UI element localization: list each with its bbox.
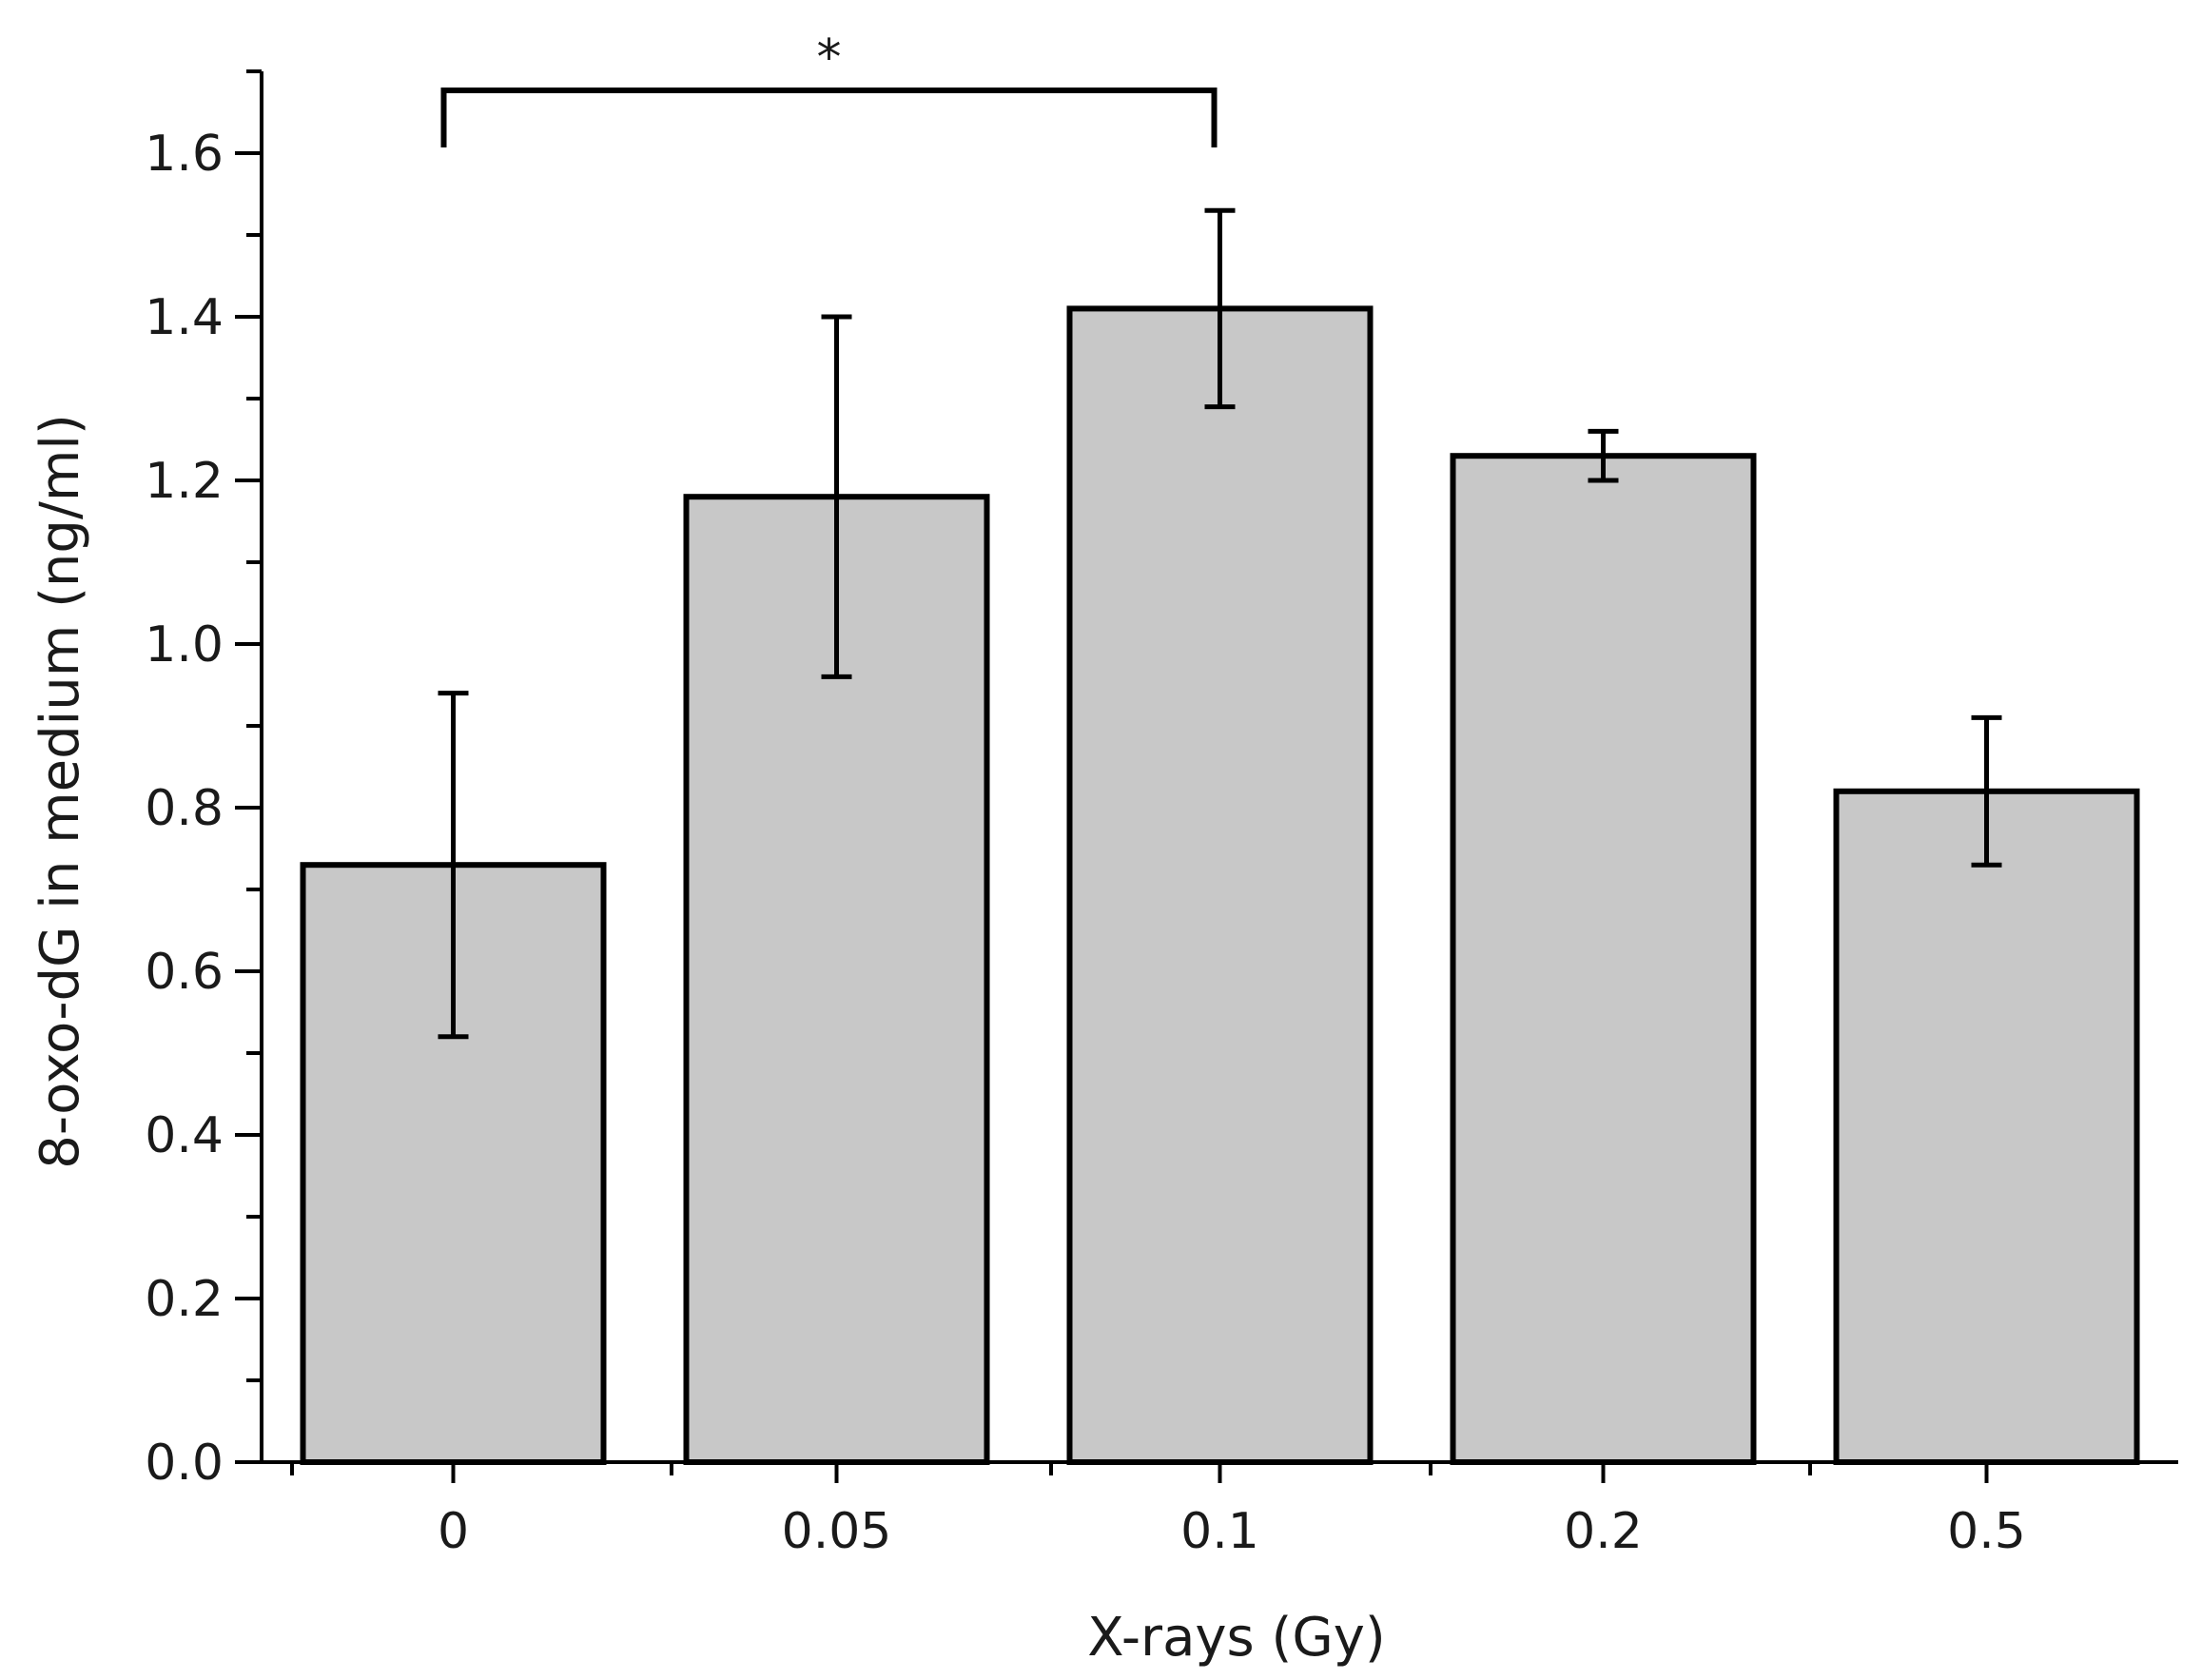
significance-bracket: * bbox=[440, 29, 1218, 147]
annotations-layer: * bbox=[440, 29, 1218, 147]
error-bar-0.2 bbox=[1588, 428, 1619, 483]
bars-layer bbox=[300, 305, 2140, 1466]
y-tick-label: 0.0 bbox=[145, 1435, 224, 1492]
bar-0.5 bbox=[1833, 788, 2140, 1465]
y-tick-label: 0.6 bbox=[145, 944, 224, 1001]
y-axis-title: 8-oxo-dG in medium (ng/ml) bbox=[29, 414, 91, 1169]
error-bar-0.05 bbox=[821, 314, 852, 679]
y-tick-label: 1.0 bbox=[145, 616, 224, 674]
x-axis-title: X-rays (Gy) bbox=[1087, 1607, 1385, 1669]
error-bar-0.5 bbox=[1971, 714, 2002, 868]
x-tick-label: 0.2 bbox=[1564, 1503, 1643, 1560]
x-tick-label: 0.5 bbox=[1947, 1503, 2026, 1560]
x-tick-label: 0 bbox=[438, 1503, 469, 1560]
y-tick-label: 0.8 bbox=[145, 780, 224, 837]
axes-layer: 0.0 0.2 0.4 0.6 0.8 1.0 1.2 1.4 1.6 0 0.05 0.1 0.2 0.… bbox=[145, 69, 2178, 1560]
y-tick-label: 0.2 bbox=[145, 1271, 224, 1328]
error-bar-0 bbox=[438, 691, 469, 1040]
bar-0.2 bbox=[1450, 453, 1757, 1466]
y-tick-label: 1.6 bbox=[145, 126, 224, 183]
y-tick-label: 1.4 bbox=[145, 289, 224, 346]
bar-0.1 bbox=[1066, 305, 1374, 1465]
error-bar-0.1 bbox=[1204, 207, 1236, 410]
y-tick-label: 0.4 bbox=[145, 1107, 224, 1164]
x-tick-label: 0.1 bbox=[1180, 1503, 1259, 1560]
error-bars-layer bbox=[438, 207, 2002, 1040]
y-tick-label: 1.2 bbox=[145, 453, 224, 510]
significance-label: * bbox=[817, 29, 842, 87]
x-tick-label: 0.05 bbox=[782, 1503, 892, 1560]
